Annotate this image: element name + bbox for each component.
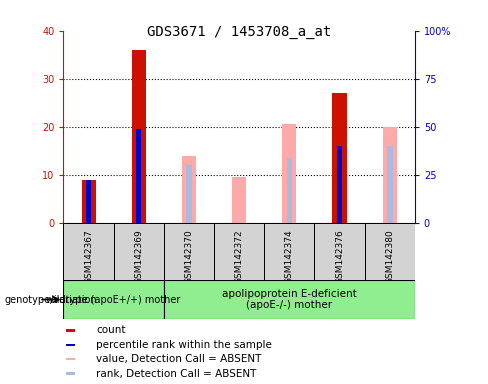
Text: GSM142374: GSM142374 xyxy=(285,230,294,284)
Bar xyxy=(132,50,146,223)
Text: count: count xyxy=(96,326,125,336)
Bar xyxy=(365,223,415,280)
Bar xyxy=(136,129,141,223)
Bar xyxy=(164,223,214,280)
Text: GSM142372: GSM142372 xyxy=(235,230,244,284)
Bar xyxy=(337,146,342,223)
Bar xyxy=(286,158,292,223)
Text: apolipoprotein E-deficient
(apoE-/-) mother: apolipoprotein E-deficient (apoE-/-) mot… xyxy=(222,289,357,310)
Text: GSM142367: GSM142367 xyxy=(84,230,93,285)
Bar xyxy=(164,280,415,319)
Bar xyxy=(86,180,91,223)
Bar xyxy=(186,165,192,223)
Bar xyxy=(332,93,346,223)
Text: GSM142369: GSM142369 xyxy=(134,230,143,285)
Bar xyxy=(81,180,96,223)
Text: GSM142370: GSM142370 xyxy=(184,230,193,285)
Text: wildtype (apoE+/+) mother: wildtype (apoE+/+) mother xyxy=(46,295,181,305)
Bar xyxy=(66,344,75,346)
Bar xyxy=(63,280,164,319)
Bar xyxy=(264,223,314,280)
Bar xyxy=(66,372,75,375)
Bar xyxy=(314,223,365,280)
Bar xyxy=(387,146,392,223)
Text: value, Detection Call = ABSENT: value, Detection Call = ABSENT xyxy=(96,354,262,364)
Text: rank, Detection Call = ABSENT: rank, Detection Call = ABSENT xyxy=(96,369,256,379)
Bar xyxy=(114,223,164,280)
Text: GDS3671 / 1453708_a_at: GDS3671 / 1453708_a_at xyxy=(147,25,331,39)
Text: GSM142380: GSM142380 xyxy=(385,230,394,285)
Bar xyxy=(214,223,264,280)
Bar xyxy=(182,156,196,223)
Bar xyxy=(63,223,114,280)
Text: genotype/variation: genotype/variation xyxy=(5,295,98,305)
Bar xyxy=(66,329,75,332)
Bar xyxy=(282,124,296,223)
Bar xyxy=(66,358,75,360)
Text: percentile rank within the sample: percentile rank within the sample xyxy=(96,340,272,350)
Bar xyxy=(232,177,246,223)
Text: GSM142376: GSM142376 xyxy=(335,230,344,285)
Bar xyxy=(383,127,397,223)
